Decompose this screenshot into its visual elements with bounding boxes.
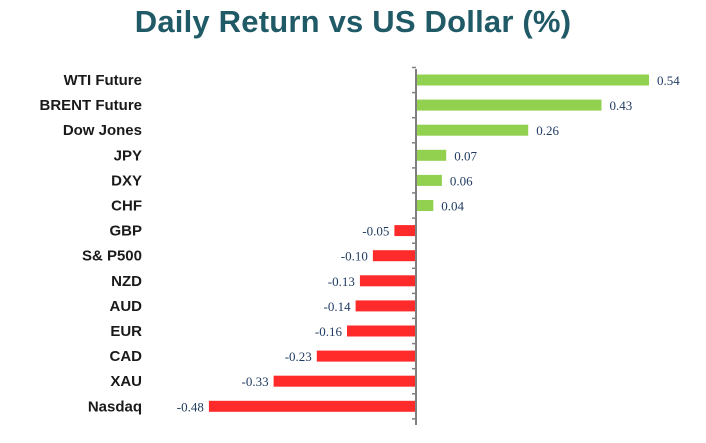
category-label: EUR: [110, 323, 142, 340]
category-label: WTI Future: [64, 72, 142, 89]
value-label: -0.14: [324, 299, 352, 314]
value-label: -0.05: [362, 224, 389, 239]
value-label: 0.04: [441, 199, 464, 214]
bar: [355, 300, 416, 312]
value-label: -0.16: [315, 324, 343, 339]
chart-title: Daily Return vs US Dollar (%): [134, 4, 572, 39]
bar: [359, 275, 416, 287]
value-label: 0.06: [450, 173, 473, 188]
bar: [416, 200, 434, 211]
category-label: JPY: [114, 147, 142, 164]
value-label: 0.43: [610, 98, 633, 113]
bar: [347, 325, 416, 337]
value-label: -0.23: [285, 349, 312, 364]
category-label: Nasdaq: [88, 398, 142, 415]
bar: [208, 400, 416, 412]
category-label: Dow Jones: [63, 122, 142, 139]
bar: [372, 250, 416, 262]
category-label: BRENT Future: [40, 97, 143, 114]
category-label: DXY: [111, 172, 142, 189]
category-label: S& P500: [82, 248, 142, 265]
value-label: -0.48: [177, 399, 204, 414]
bar: [416, 74, 649, 86]
bar: [273, 375, 416, 387]
category-label: CHF: [111, 198, 142, 215]
category-label: GBP: [109, 223, 142, 240]
category-label: CAD: [110, 348, 143, 365]
bar: [394, 225, 416, 237]
value-label: -0.13: [328, 274, 355, 289]
bar: [416, 149, 447, 161]
value-label: 0.54: [657, 73, 680, 88]
value-label: -0.10: [341, 249, 368, 264]
bar: [416, 99, 602, 111]
value-label: 0.07: [454, 148, 477, 163]
bar: [416, 174, 442, 186]
category-label: XAU: [110, 373, 142, 390]
bar: [316, 350, 416, 362]
category-label: NZD: [111, 273, 142, 290]
value-label: -0.33: [242, 374, 269, 389]
bar: [416, 124, 529, 136]
category-label: AUD: [110, 298, 143, 315]
value-label: 0.26: [536, 123, 559, 138]
